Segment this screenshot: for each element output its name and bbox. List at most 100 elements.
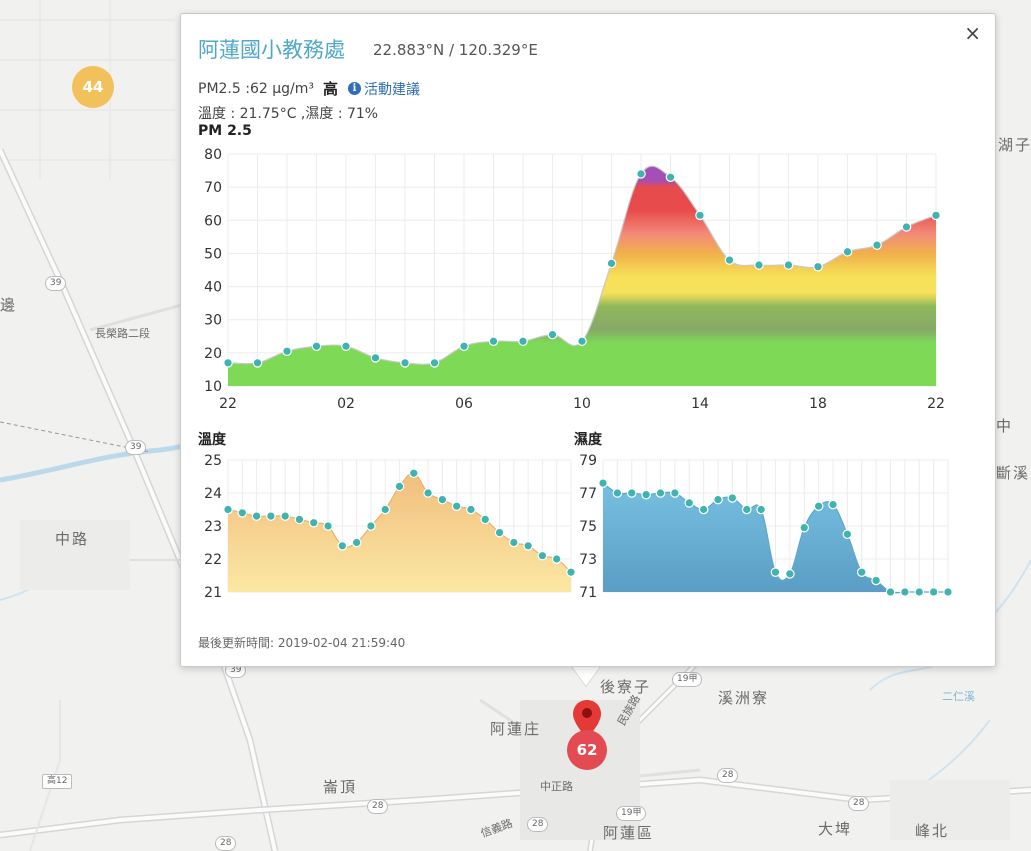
info-icon[interactable]: i [348, 82, 361, 95]
humidity-point [655, 488, 666, 498]
temperature-area [228, 473, 571, 592]
humidity-point [770, 567, 781, 577]
humidity-point [684, 498, 695, 508]
route-28-shield: 28 [367, 799, 389, 814]
station-cluster-marker[interactable]: 44 [72, 66, 114, 108]
map-label-zhong: 中 [996, 417, 1014, 435]
humidity-point [727, 493, 738, 503]
pm25-point [429, 358, 440, 368]
temperature-point [280, 511, 290, 521]
temperature-chart-title: 溫度 [198, 432, 226, 448]
temperature-point [351, 537, 362, 548]
map-label-zhongzheng: 中正路 [540, 780, 573, 793]
pm25-reading: PM2.5 :62 μg/m³ [198, 80, 314, 97]
temperature-point [308, 517, 319, 528]
pm25-y-tick: 20 [204, 346, 222, 362]
humidity-point [871, 575, 881, 586]
pm25-point [577, 336, 587, 347]
pm25-point [783, 260, 794, 270]
pm25-point [842, 246, 853, 257]
close-button[interactable]: × [964, 21, 981, 45]
pm25-point [341, 341, 351, 352]
temperature-point [251, 511, 262, 521]
map-label-dakun: 大埤 [818, 820, 853, 838]
pm25-point [931, 210, 941, 221]
humidity-point [641, 489, 651, 500]
humidity-point [741, 504, 752, 515]
temperature-chart: 21 22 23 24 25 [204, 453, 576, 600]
pm25-point [547, 329, 558, 340]
humidity-point [885, 587, 896, 597]
map-label-chongding: 崙頂 [323, 778, 358, 796]
pm25-y-tick: 30 [204, 313, 222, 329]
temperature-y-tick: 21 [204, 585, 222, 600]
selected-station-marker[interactable]: 62 [567, 730, 607, 770]
last-updated-text: 最後更新時間: 2019-02-04 21:59:40 [198, 636, 406, 650]
route-28-shield: 28 [717, 768, 739, 783]
station-popup: × 阿蓮國小教務處 22.883°N / 120.329°E PM2.5 :62… [180, 13, 996, 667]
temperature-point [437, 494, 448, 505]
humidity-point [943, 587, 953, 597]
humidity-point [900, 587, 910, 597]
map-label-zhonglu: 中路 [55, 530, 90, 548]
route-19a-shield: 19甲 [672, 672, 703, 687]
route-39-shield: 39 [45, 276, 67, 291]
map-label-changrong: 長榮路二段 [95, 327, 150, 340]
temperature-point [294, 514, 305, 525]
pm25-point [252, 358, 263, 368]
pm25-y-tick: 80 [204, 147, 222, 163]
route-28-shield: 28 [848, 796, 870, 811]
temperature-point [408, 468, 419, 478]
pm25-y-tick: 40 [204, 280, 222, 296]
pm25-point [901, 222, 912, 232]
weather-summary: 溫度 : 21.75°C ,濕度 : 71% [198, 106, 379, 122]
map-label-renxi: 二仁溪 [942, 690, 975, 703]
humidity-point [598, 478, 608, 488]
humidity-y-tick: 77 [579, 486, 597, 502]
temperature-y-tick: 25 [204, 453, 222, 469]
humidity-chart: 71 73 75 77 79 [579, 453, 953, 600]
temperature-point [423, 488, 433, 498]
pm25-point [665, 172, 676, 182]
humidity-point [856, 567, 867, 577]
map-label-huzi: 湖子 [998, 136, 1031, 154]
pm25-x-tick: 02 [337, 396, 355, 412]
pm25-x-tick: 22 [219, 396, 237, 412]
temperature-point [537, 550, 548, 561]
pm25-point [459, 341, 469, 352]
station-name: 阿蓮國小教務處 [198, 38, 345, 62]
humidity-chart-title: 濕度 [574, 432, 602, 448]
humidity-y-tick: 79 [579, 453, 597, 469]
temperature-point [323, 521, 333, 531]
humidity-point [842, 529, 853, 540]
temperature-point [551, 554, 562, 564]
pm25-point [488, 336, 499, 347]
humidity-point [626, 488, 637, 498]
pm25-point [606, 258, 617, 269]
pm25-point [872, 240, 882, 250]
humidity-point [756, 504, 766, 515]
station-coordinates: 22.883°N / 120.329°E [373, 41, 538, 59]
pm25-summary: PM2.5 :62 μg/m³ 高 i 活動建議 [198, 78, 420, 99]
route-28-shield: 28 [215, 836, 237, 851]
route-39-shield: 39 [125, 440, 147, 455]
map-label-alianzhuang: 阿蓮庄 [490, 720, 542, 738]
map-label-duanxi: 斷溪 [996, 464, 1031, 482]
temperature-point [237, 507, 248, 518]
pm25-y-tick: 50 [204, 246, 222, 262]
popup-pointer [570, 664, 602, 686]
humidity-y-tick: 71 [579, 585, 597, 600]
pm25-point [813, 261, 823, 272]
temperature-point [480, 514, 491, 525]
pm25-x-tick: 18 [809, 396, 827, 412]
humidity-point [928, 587, 939, 597]
pm25-point [311, 341, 322, 352]
humidity-y-tick: 75 [579, 519, 597, 535]
route-19a-shield: 19甲 [616, 806, 647, 821]
humidity-point [828, 499, 838, 510]
pm25-x-tick: 06 [455, 396, 473, 412]
humidity-point [612, 488, 623, 498]
location-pin-icon[interactable] [570, 698, 604, 748]
activity-advice-link[interactable]: 活動建議 [364, 81, 420, 98]
map-label-bian: 邊 [0, 296, 18, 314]
